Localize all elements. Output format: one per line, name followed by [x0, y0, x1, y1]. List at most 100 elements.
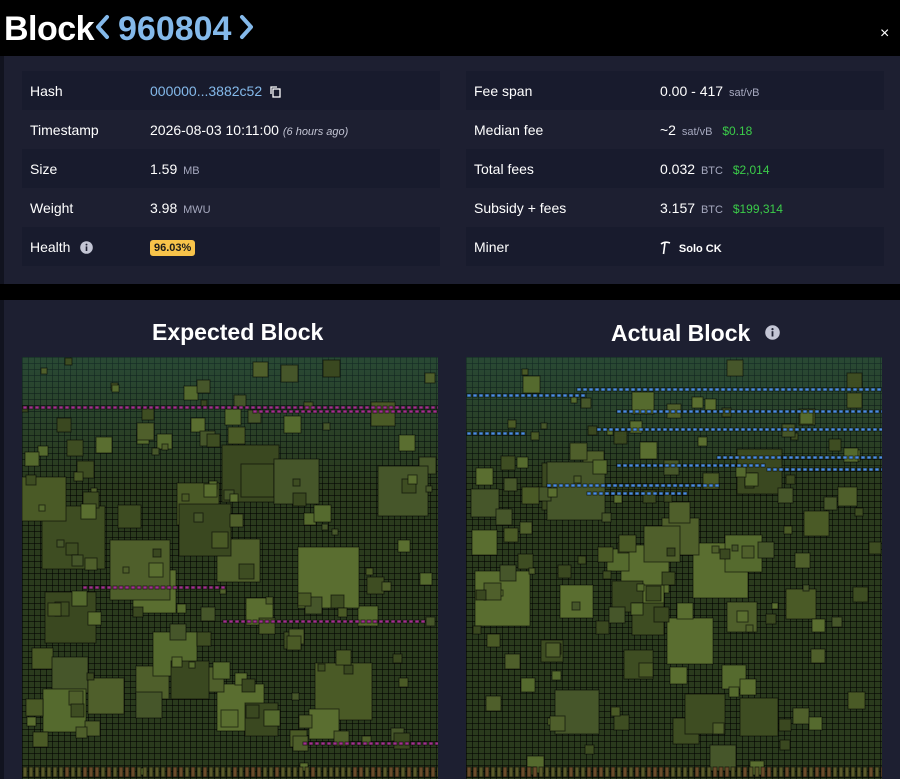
detail-row-median-fee: Median fee ~2 sat/vB $0.18 [466, 110, 884, 149]
tx-lowfee [802, 766, 808, 778]
tx-block [322, 359, 341, 378]
tx-highlight [76, 405, 82, 410]
actual-block-visualization[interactable] [466, 357, 882, 779]
tx-highlight [154, 585, 160, 590]
tx-lowfee [712, 766, 718, 778]
tx-highlight [372, 619, 378, 624]
info-icon[interactable] [80, 241, 94, 257]
tx-highlight [764, 427, 770, 432]
tx-highlight [728, 455, 734, 460]
tx-highlight [466, 431, 472, 436]
tx-block [190, 417, 206, 433]
tx-lowfee [520, 766, 526, 778]
miner-value[interactable]: Solo CK [660, 239, 722, 258]
tx-block [540, 422, 548, 430]
expected-block-visualization[interactable] [22, 357, 438, 779]
tx-highlight [754, 463, 760, 468]
tx-lowfee [676, 766, 682, 778]
tx-lowfee [202, 766, 208, 778]
timestamp-value: 2026-08-03 10:11:00 (6 hours ago) [150, 122, 348, 138]
tx-block [56, 539, 65, 548]
tx-highlight [640, 491, 646, 496]
tx-highlight [624, 483, 630, 488]
tx-highlight [694, 463, 700, 468]
tx-lowfee [40, 766, 46, 778]
tx-highlight [344, 741, 350, 746]
tx-block [661, 571, 676, 586]
tx-highlight [862, 467, 868, 472]
tx-highlight [740, 455, 746, 460]
tx-block [393, 732, 411, 750]
tx-highlight [656, 427, 662, 432]
tx-lowfee [364, 766, 370, 778]
tx-highlight [220, 405, 226, 410]
details-left-table: Hash 000000...3882c52 Timestamp 2026-08-… [22, 71, 440, 266]
block-height-link[interactable]: 960804 [118, 10, 232, 48]
tx-block [152, 548, 162, 558]
detail-row-hash: Hash 000000...3882c52 [22, 71, 440, 110]
tx-block [424, 372, 436, 384]
tx-highlight [740, 427, 746, 432]
tx-block [286, 635, 302, 651]
tx-block [472, 625, 482, 635]
chevron-left-icon[interactable] [92, 12, 112, 42]
tx-highlight [702, 483, 708, 488]
tx-highlight [684, 483, 690, 488]
tx-highlight [142, 405, 148, 410]
tx-highlight [106, 585, 112, 590]
tx-lowfee [382, 766, 388, 778]
tx-block [183, 385, 199, 401]
tx-highlight [46, 405, 52, 410]
tx-highlight [196, 585, 202, 590]
tx-lowfee [634, 766, 640, 778]
tx-highlight [594, 387, 600, 392]
tx-highlight [276, 409, 282, 414]
tx-block [852, 586, 869, 603]
tx-highlight [796, 409, 802, 414]
tx-highlight [866, 427, 872, 432]
tx-highlight [582, 483, 588, 488]
info-icon[interactable] [764, 319, 780, 346]
tx-highlight [652, 491, 658, 496]
tx-highlight [844, 467, 850, 472]
tx-highlight [282, 619, 288, 624]
tx-highlight [570, 483, 576, 488]
tx-lowfee [586, 766, 592, 778]
tx-highlight [768, 387, 774, 392]
tx-highlight [688, 409, 694, 414]
fee-span-number: 0.00 - 417 [660, 83, 724, 99]
tx-lowfee [556, 766, 562, 778]
tx-highlight [568, 393, 574, 398]
tx-highlight [618, 483, 624, 488]
copy-icon[interactable] [270, 85, 281, 101]
close-button[interactable]: × [880, 25, 890, 42]
tx-highlight [704, 427, 710, 432]
chevron-right-icon[interactable] [237, 12, 257, 42]
tx-lowfee [124, 766, 130, 778]
tx-lowfee [286, 766, 292, 778]
tx-highlight [544, 393, 550, 398]
tx-block [618, 534, 637, 553]
tx-lowfee [196, 766, 202, 778]
tx-lowfee [46, 766, 52, 778]
tx-lowfee [856, 766, 862, 778]
tx-block [265, 596, 274, 605]
tx-highlight [794, 455, 800, 460]
tx-block [785, 588, 817, 620]
tx-highlight [628, 409, 634, 414]
size-number: 1.59 [150, 161, 178, 177]
tx-highlight [434, 741, 438, 746]
tx-block [613, 494, 623, 504]
miner-name[interactable]: Solo CK [678, 243, 722, 255]
hash-link[interactable]: 000000...3882c52 [150, 83, 263, 99]
tx-block [785, 474, 796, 485]
tx-highlight [818, 455, 824, 460]
tx-highlight [848, 455, 854, 460]
tx-lowfee [562, 766, 568, 778]
tx-highlight [348, 619, 354, 624]
tx-highlight [870, 387, 876, 392]
tx-highlight [698, 427, 704, 432]
detail-label: Health [30, 239, 94, 257]
tx-highlight [830, 455, 836, 460]
tx-block [203, 483, 218, 498]
